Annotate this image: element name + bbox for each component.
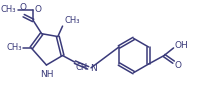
Text: NH: NH (39, 70, 53, 79)
Text: O: O (19, 3, 26, 12)
Text: O: O (174, 60, 181, 69)
Text: CH₃: CH₃ (1, 5, 16, 14)
Text: CH₃: CH₃ (6, 43, 22, 52)
Text: CH₃: CH₃ (64, 16, 80, 25)
Text: CH: CH (76, 63, 88, 72)
Text: OH: OH (174, 41, 187, 50)
Text: O: O (34, 5, 41, 14)
Text: N: N (90, 64, 96, 73)
